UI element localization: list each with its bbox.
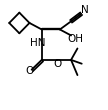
Text: HN: HN	[30, 38, 45, 48]
Text: O: O	[25, 66, 34, 76]
Text: O: O	[53, 59, 61, 69]
Text: N: N	[81, 5, 89, 15]
Text: OH: OH	[67, 34, 83, 44]
